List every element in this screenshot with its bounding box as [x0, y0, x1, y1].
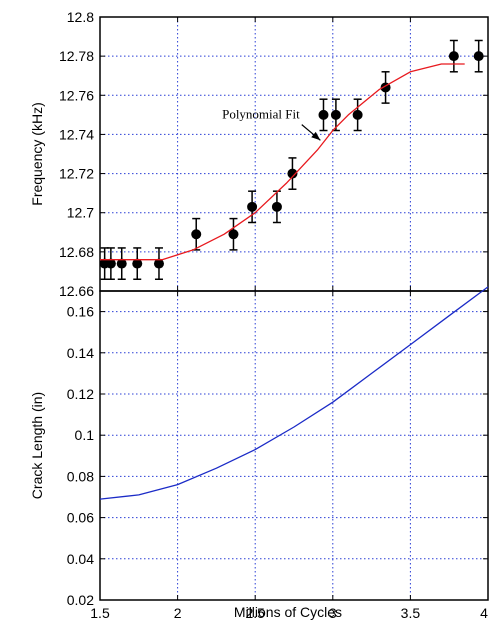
x-tick-label: 3 [329, 605, 337, 621]
data-point [105, 258, 116, 269]
frequency-panel: 12.66 12.68 12.7 12.72 12.74 12.76 12.78 12.8 Fr… [29, 9, 489, 299]
x-tick-label: 2 [174, 605, 182, 621]
plot-frame [99, 16, 489, 292]
y-tick-label: 0.12 [67, 386, 94, 402]
y-tick-label: 0.16 [67, 304, 94, 320]
x-axis-label: Millions of Cycles [234, 604, 342, 620]
crack-length-panel: 0.02 0.04 0.06 0.08 0.1 0.12 0.14 0.16 1.5 2 2.5 3 3… [29, 286, 489, 621]
data-point [191, 229, 202, 240]
y-tick-label: 12.74 [59, 126, 94, 142]
x-tick-label: 2.5 [245, 605, 265, 621]
y-tick-label: 12.8 [67, 9, 94, 25]
x-tick-label: 1.5 [90, 605, 110, 621]
data-point [330, 109, 341, 120]
data-point [318, 109, 329, 120]
annotation-arrow-head [311, 131, 321, 141]
y-tick-label: 0.08 [67, 468, 94, 484]
data-point [271, 201, 282, 212]
fit-line [99, 286, 489, 500]
y-tick-label: 12.68 [59, 244, 94, 260]
y-tick-label: 12.78 [59, 48, 94, 64]
plot-frame [99, 290, 489, 601]
y-axis-label: Crack Length (in) [29, 392, 45, 499]
y-tick-label: 12.76 [59, 87, 94, 103]
y-tick-label: 0.1 [75, 427, 95, 443]
data-point [228, 229, 239, 240]
data-point [247, 201, 258, 212]
data-point [287, 168, 298, 179]
x-tick-label: 4 [480, 605, 488, 621]
fit-line [100, 63, 465, 261]
y-tick-label: 12.66 [59, 283, 94, 299]
data-point [352, 109, 363, 120]
y-tick-label: 12.72 [59, 166, 94, 182]
data-point [116, 258, 127, 269]
y-tick-label: 12.7 [67, 205, 94, 221]
y-tick-label: 0.02 [67, 592, 94, 608]
annotation-label: Polynomial Fit [222, 107, 300, 122]
data-point [448, 51, 459, 62]
data-point [153, 258, 164, 269]
y-axis-label: Frequency (kHz) [29, 102, 45, 205]
y-tick-label: 0.04 [67, 551, 94, 567]
x-tick-label: 3.5 [401, 605, 421, 621]
y-tick-label: 0.14 [67, 345, 94, 361]
data-point [473, 51, 484, 62]
data-point [132, 258, 143, 269]
y-tick-label: 0.06 [67, 510, 94, 526]
